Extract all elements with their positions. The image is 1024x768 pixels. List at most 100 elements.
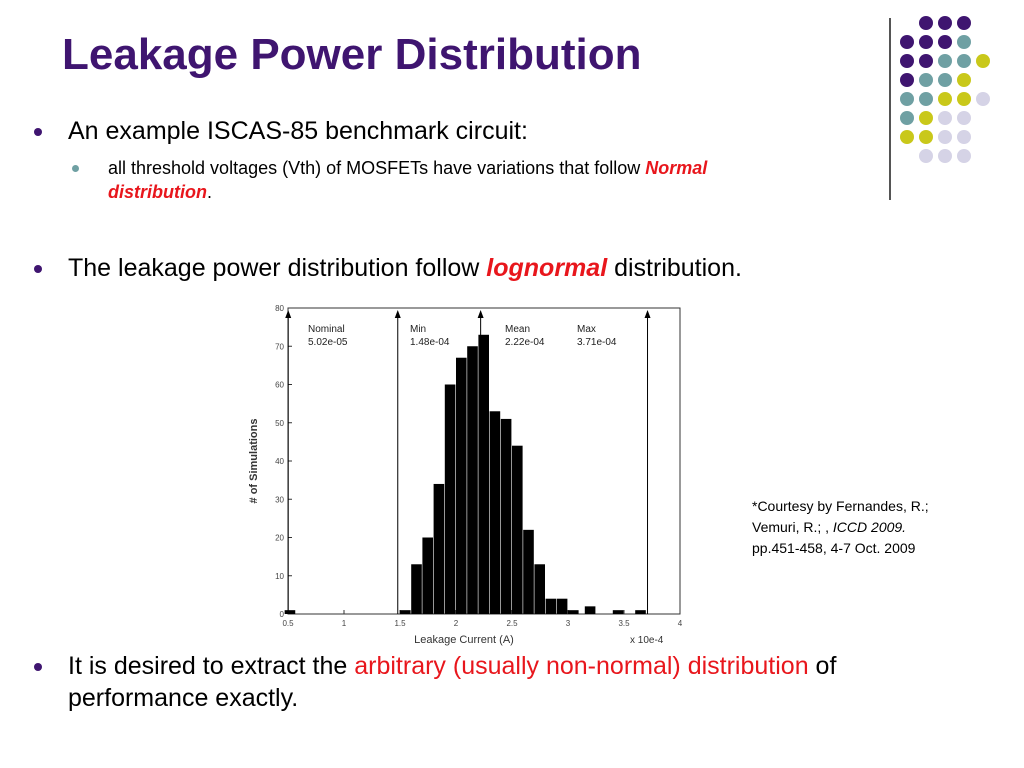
decorative-dot [900,35,914,49]
slide-title: Leakage Power Distribution [62,30,642,79]
courtesy-line-2: Vemuri, R.; , ICCD 2009. [752,519,907,535]
bullet-conclusion: It is desired to extract the arbitrary (… [68,650,968,714]
decorative-dot [900,54,914,68]
x-tick-label: 2 [454,619,459,628]
histogram-bar [523,529,534,614]
histogram-bar [568,610,579,614]
marker-arrow [285,310,292,318]
y-axis-label: # of Simulations [248,419,260,504]
histogram-bar [284,610,296,614]
decorative-dot [938,130,952,144]
decorative-dot [919,54,933,68]
sub-bullet-vth: all threshold voltages (Vth) of MOSFETs … [108,156,968,204]
histogram-svg: 0 10 20 30 40 50 60 70 80 0.5 1 1.5 2 2.5 3 3.5 4 Nominal… [248,304,683,646]
y-tick-label: 60 [275,381,284,390]
courtesy-line-3: pp.451-458, 4-7 Oct. 2009 [752,540,916,556]
decorative-dot [900,92,914,106]
bullet-text-end: performance exactly. [68,684,299,712]
y-tick-label: 50 [275,419,284,428]
decorative-dot [976,92,990,106]
decorative-dot [900,130,914,144]
x-tick-label: 0.5 [282,619,294,628]
decorative-dot [938,92,952,106]
x-axis-label: Leakage Current (A) [414,634,514,646]
decorative-dot [938,54,952,68]
histogram-bar [584,606,596,614]
histogram-bar [500,418,512,614]
bullet-text-of: of [808,652,837,680]
decorative-dot [919,149,933,163]
histogram-bar [635,610,646,614]
decorative-dot [938,111,952,125]
bullet-benchmark: An example ISCAS-85 benchmark circuit: [68,115,528,147]
x-tick-label: 3 [566,619,571,628]
histogram-bar [545,598,557,614]
y-tick-label: 80 [275,304,284,313]
decorative-dot [919,92,933,106]
decorative-divider [889,18,891,200]
bullet-text: It is desired to extract the [68,652,355,680]
y-tick-label: 10 [275,572,284,581]
histogram-bar [467,346,478,614]
histogram-bar [400,610,411,614]
bullet-marker [34,128,42,136]
decorative-dot [957,149,971,163]
decorative-dot [900,111,914,125]
marker-name: Mean [505,324,530,335]
histogram-bar [512,445,523,614]
marker-arrow [394,310,401,318]
histogram-bar [411,564,422,614]
marker-arrow [477,310,484,318]
decorative-dot [919,111,933,125]
decorative-dot [957,35,971,49]
bullet-text-end: distribution. [607,254,742,282]
x-axis-multiplier: x 10e-4 [630,635,664,646]
histogram-bar [556,598,568,614]
decorative-dot [919,35,933,49]
bullet-marker [34,663,42,671]
decorative-dot [938,73,952,87]
histogram-bar [489,411,501,614]
decorative-dot [919,73,933,87]
emphasis-arbitrary-distribution: arbitrary (usually non-normal) distribut… [354,652,809,680]
decorative-dot [957,16,971,30]
histogram-bar [444,384,456,614]
histogram-bar [612,610,624,614]
histogram-bar [478,334,489,614]
decorative-dot [938,16,952,30]
histogram-bar [422,537,433,614]
decorative-dot [919,16,933,30]
y-tick-label: 40 [275,457,284,466]
decorative-dot [919,130,933,144]
bullet-text: An example ISCAS-85 benchmark circuit: [68,117,528,145]
decorative-dot [976,54,990,68]
marker-value: 1.48e-04 [410,337,450,348]
emphasis-distribution: distribution [108,182,207,202]
marker-value: 5.02e-05 [308,337,348,348]
bullet-text: The leakage power distribution follow [68,254,487,282]
x-tick-label: 2.5 [506,619,518,628]
marker-name: Min [410,324,426,335]
decorative-dot [957,111,971,125]
marker-value: 2.22e-04 [505,337,545,348]
courtesy-note: *Courtesy by Fernandes, R.; Vemuri, R.; … [752,496,929,559]
histogram-bar [534,564,545,614]
decorative-dot [957,73,971,87]
courtesy-line-1: *Courtesy by Fernandes, R.; [752,498,929,514]
sub-bullet-period: . [206,182,212,202]
emphasis-lognormal: lognormal [486,254,608,282]
histogram-bar [433,483,445,614]
decorative-dot [957,54,971,68]
decorative-dot [957,130,971,144]
marker-name: Max [577,324,596,335]
bullet-lognormal: The leakage power distribution follow lo… [68,252,742,284]
x-tick-label: 1 [342,619,347,628]
sub-bullet-text: all threshold voltages (Vth) of MOSFETs … [108,158,646,178]
courtesy-venue: ICCD 2009. [832,519,907,535]
histogram-bar [456,357,467,614]
y-tick-label: 20 [275,534,284,543]
decorative-dot [900,73,914,87]
decorative-dot [957,92,971,106]
sub-bullet-marker [72,165,79,172]
x-tick-label: 1.5 [394,619,406,628]
